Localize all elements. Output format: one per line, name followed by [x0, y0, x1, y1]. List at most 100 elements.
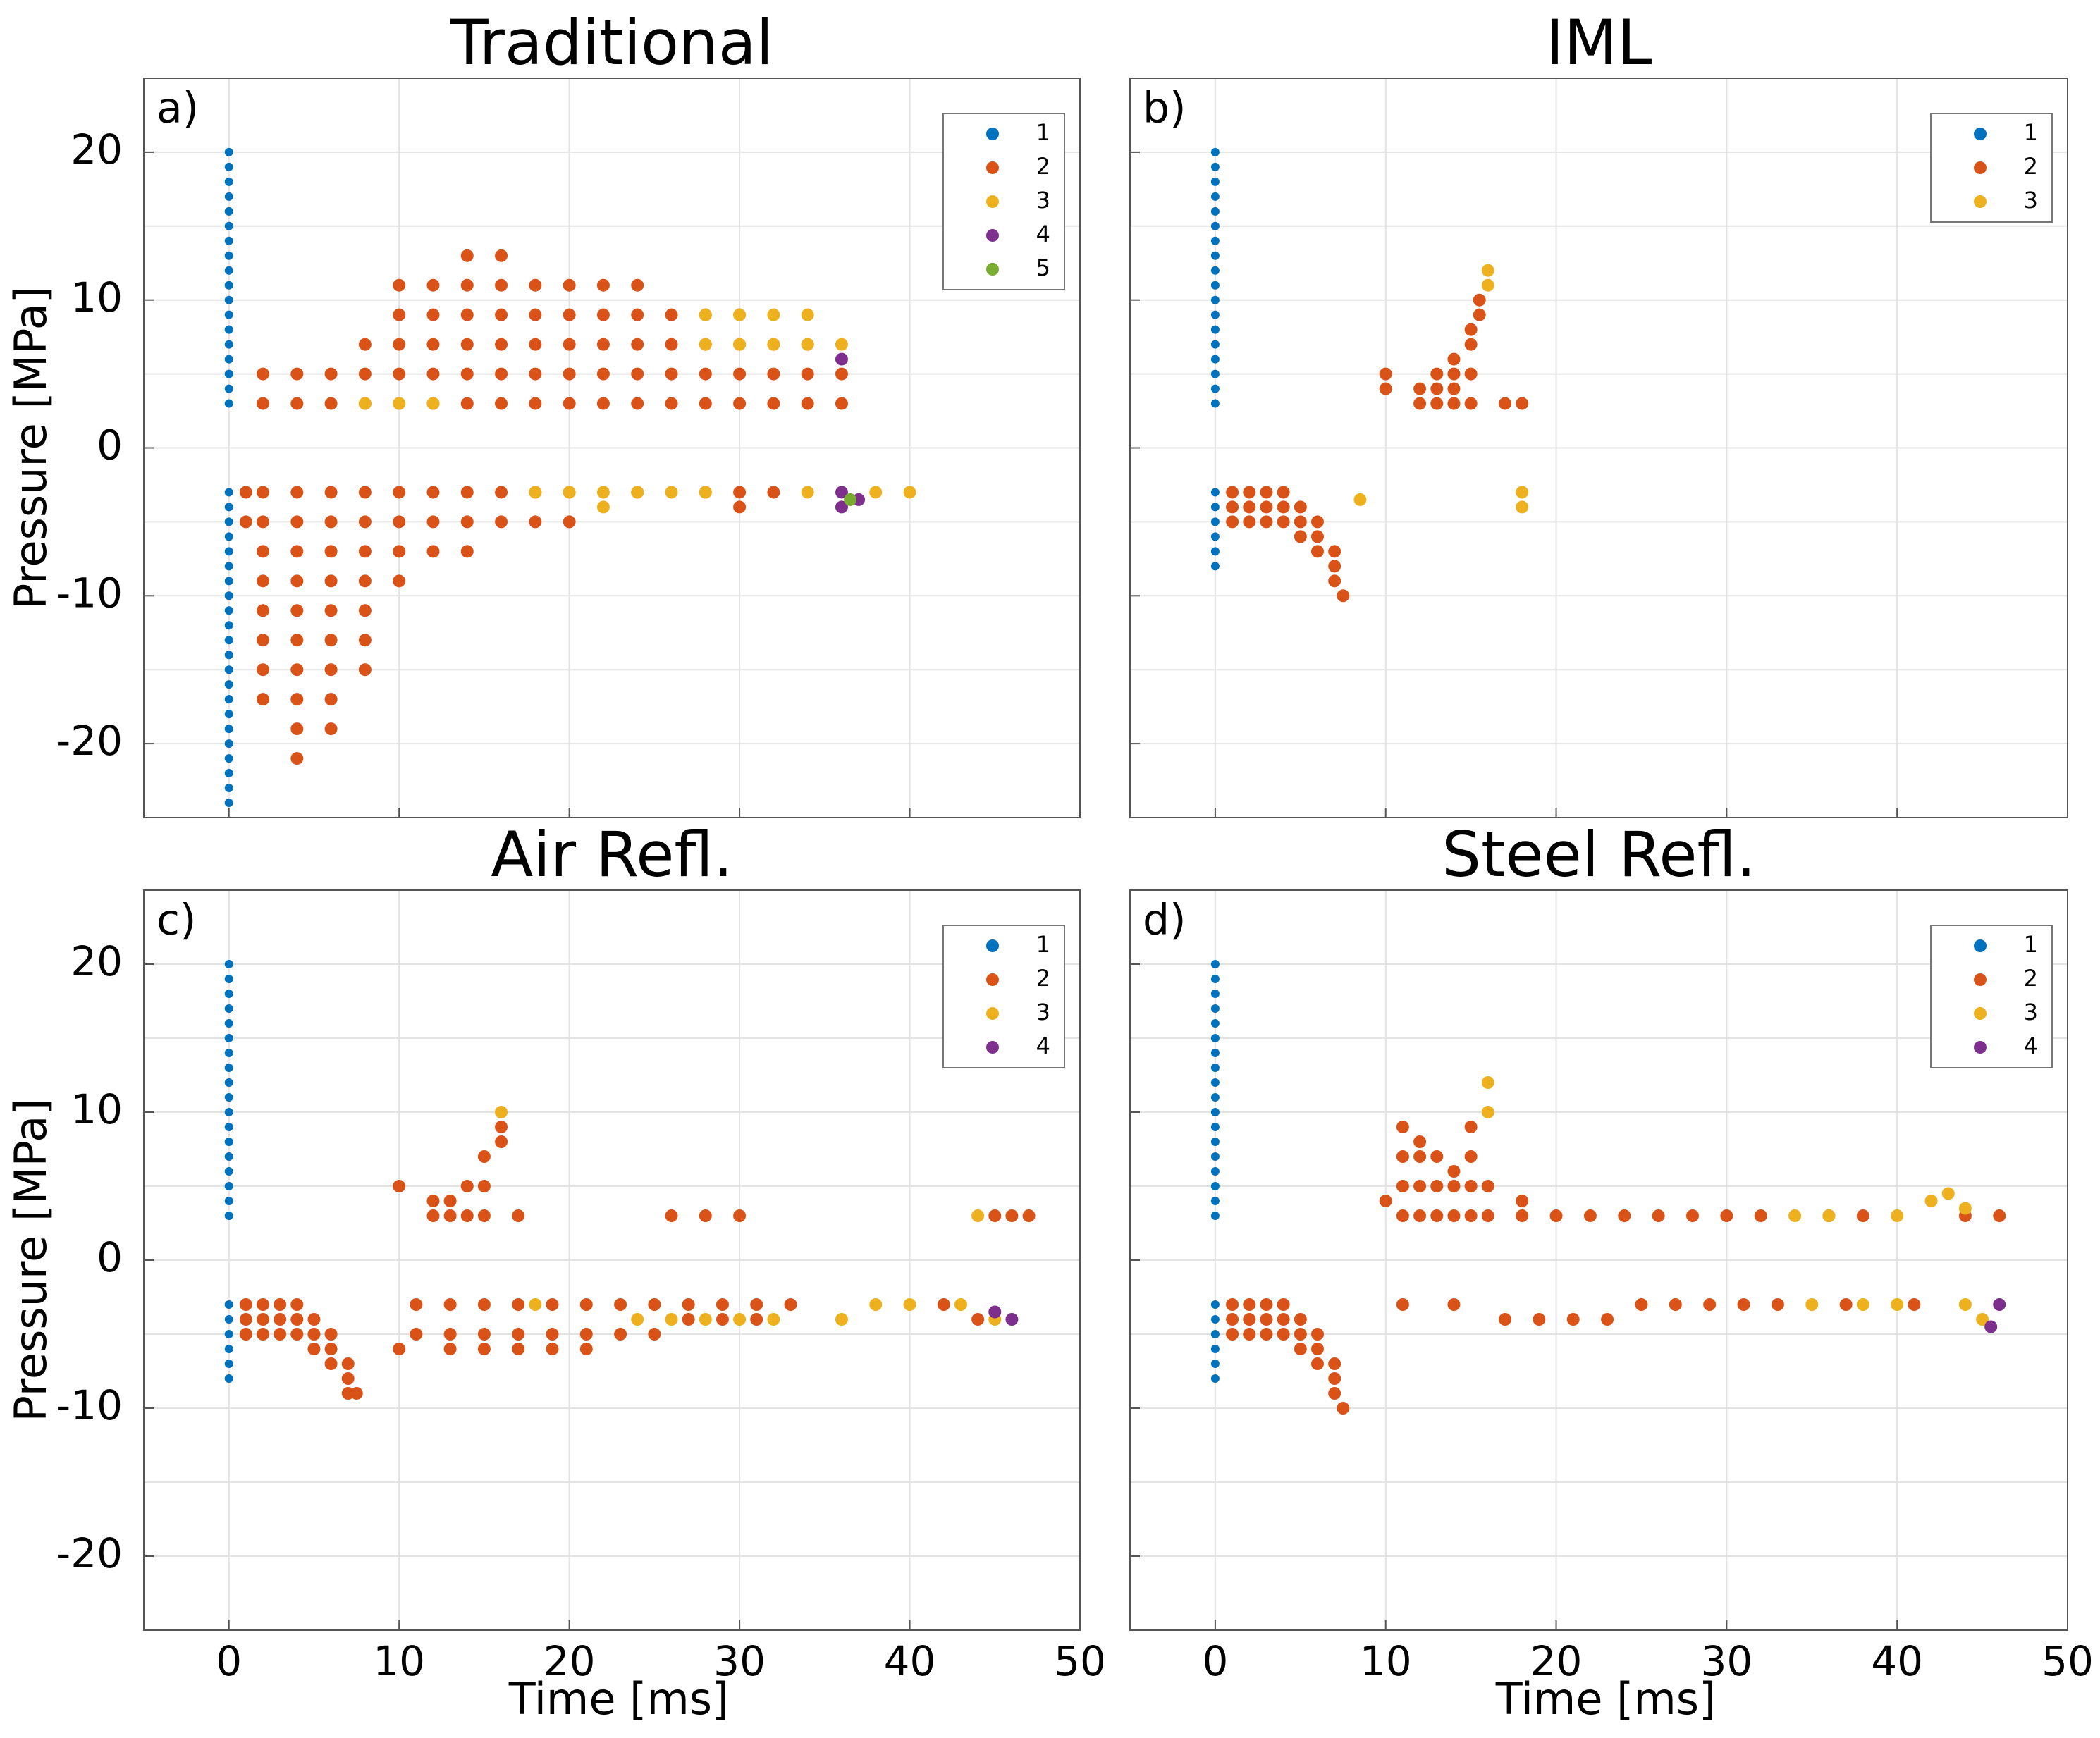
data-point: [495, 486, 508, 499]
data-point: [563, 338, 576, 351]
data-point: [1958, 1298, 1972, 1311]
data-point: [1396, 1180, 1409, 1192]
data-point: [1210, 1034, 1220, 1042]
data-point: [699, 1209, 712, 1222]
legend-marker: [986, 1041, 999, 1054]
data-point: [733, 500, 747, 514]
data-point: [1210, 1374, 1220, 1383]
data-point: [290, 545, 304, 558]
y-tick-label: 10: [70, 1085, 123, 1133]
data-point: [257, 693, 270, 706]
data-point: [1652, 1209, 1665, 1222]
data-point: [579, 1343, 593, 1355]
data-point: [631, 367, 644, 381]
data-point: [1260, 486, 1273, 499]
legend-label: 2: [1036, 965, 1050, 992]
data-point: [1210, 266, 1220, 275]
data-point: [1210, 1064, 1220, 1072]
data-point: [290, 486, 304, 499]
data-point: [443, 1328, 457, 1341]
data-point: [1243, 500, 1256, 514]
y-tick-label: -20: [56, 717, 123, 765]
chart-title: Air Refl.: [491, 818, 733, 891]
data-point: [529, 515, 542, 529]
legend-label: 5: [1036, 254, 1050, 281]
legend-marker: [1974, 161, 1987, 174]
data-point: [648, 1328, 661, 1341]
legend-label: 3: [2024, 187, 2038, 214]
data-point: [393, 486, 406, 499]
data-point: [224, 251, 233, 260]
data-point: [393, 278, 406, 292]
data-point: [224, 488, 233, 497]
data-point: [477, 1343, 491, 1355]
data-point: [563, 308, 576, 321]
data-point: [1413, 1135, 1427, 1148]
data-point: [324, 397, 338, 410]
legend-marker: [1974, 1041, 1987, 1054]
data-point: [358, 338, 372, 351]
data-point: [290, 634, 304, 647]
data-point: [393, 545, 406, 558]
data-point: [393, 1343, 406, 1355]
y-axis-label: Pressure [MPa]: [5, 286, 56, 610]
data-point: [1226, 486, 1239, 499]
data-point: [1856, 1298, 1869, 1311]
data-point: [290, 1298, 304, 1311]
data-point: [1328, 545, 1341, 558]
data-point: [1533, 1313, 1546, 1326]
data-point: [801, 486, 814, 499]
data-point: [1891, 1209, 1904, 1222]
data-point: [224, 1138, 233, 1146]
legend-label: 1: [1036, 119, 1050, 146]
data-point: [1277, 1298, 1290, 1311]
data-point: [1260, 515, 1273, 529]
data-point: [1210, 532, 1220, 541]
data-point: [224, 960, 233, 968]
data-point: [224, 562, 233, 571]
data-point: [224, 739, 233, 748]
data-point: [224, 1004, 233, 1013]
data-point: [426, 367, 440, 381]
data-point: [224, 236, 233, 245]
data-point: [1277, 1313, 1290, 1326]
data-point: [224, 1167, 233, 1176]
data-point: [1754, 1209, 1767, 1222]
data-point: [1464, 397, 1478, 410]
y-tick-label: 20: [70, 937, 123, 985]
data-point: [1464, 1180, 1478, 1192]
x-tick-label: 30: [713, 1637, 766, 1685]
data-point: [224, 1182, 233, 1190]
legend-label: 4: [1036, 1033, 1050, 1059]
data-point: [596, 278, 610, 292]
data-point: [596, 338, 610, 351]
data-point: [426, 486, 440, 499]
data-point: [1516, 486, 1529, 499]
data-point: [426, 397, 440, 410]
data-point: [665, 308, 678, 321]
data-point: [358, 397, 372, 410]
data-point: [224, 784, 233, 793]
x-tick-label: 20: [1530, 1637, 1583, 1685]
data-point: [835, 338, 848, 351]
data-point: [835, 367, 848, 381]
data-point: [358, 545, 372, 558]
legend-box: [1930, 113, 2053, 223]
data-point: [614, 1298, 627, 1311]
legend-marker: [1974, 128, 1987, 140]
data-point: [224, 606, 233, 615]
data-point: [224, 1197, 233, 1205]
data-point: [1464, 338, 1478, 351]
data-point: [290, 663, 304, 677]
data-point: [631, 486, 644, 499]
data-point: [1210, 236, 1220, 245]
data-point: [224, 975, 233, 983]
data-point: [290, 1328, 304, 1341]
data-point: [1311, 515, 1324, 529]
data-point: [1396, 1298, 1409, 1311]
data-point: [1277, 515, 1290, 529]
data-point: [631, 278, 644, 292]
data-point: [1210, 960, 1220, 968]
x-tick-label: 50: [2041, 1637, 2094, 1685]
